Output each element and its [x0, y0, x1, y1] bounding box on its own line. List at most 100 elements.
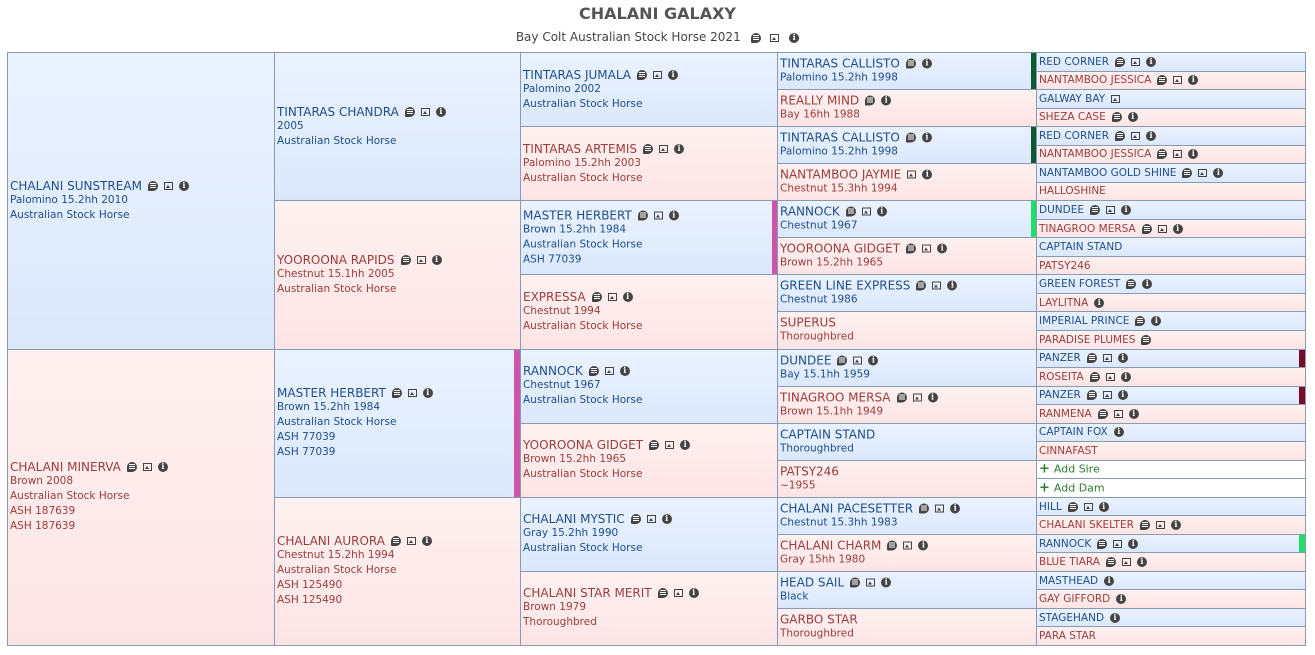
pedigree-cell-gen4[interactable]: CAPTAIN STAND Thoroughbred — [777, 422, 1037, 461]
info-icon[interactable] — [921, 132, 932, 143]
pedigree-cell-gen4[interactable]: GREEN LINE EXPRESSChestnut 1986 — [777, 274, 1037, 313]
pedigree-cell-gen3[interactable]: RANNOCKChestnut 1967 Australian Stock Hor… — [520, 348, 778, 424]
photo-icon[interactable] — [932, 281, 942, 290]
horse-name-link[interactable]: GREEN LINE EXPRESS — [780, 279, 1034, 293]
horse-name-link[interactable]: STAGEHAND — [1039, 612, 1303, 624]
info-icon[interactable] — [1146, 56, 1157, 67]
comment-icon[interactable] — [1139, 520, 1150, 531]
comment-icon[interactable] — [126, 462, 137, 473]
info-icon[interactable] — [950, 502, 961, 514]
pedigree-cell-gen5[interactable]: NANTAMBOO JESSICA — [1036, 144, 1306, 165]
horse-name-link[interactable]: SUPERUS — [780, 316, 1034, 330]
photo-icon[interactable] — [142, 463, 152, 472]
comment-icon[interactable] — [1105, 557, 1116, 568]
horse-name[interactable]: TINTARAS CALLISTO — [780, 130, 900, 145]
horse-name[interactable]: HEAD SAIL — [780, 575, 845, 590]
horse-name[interactable]: HALLOSHINE — [1039, 185, 1106, 198]
horse-name-link[interactable]: CAPTAIN FOX — [1039, 426, 1303, 438]
pedigree-cell-gen5[interactable]: RED CORNER — [1036, 126, 1306, 146]
comment-icon[interactable] — [591, 291, 602, 302]
horse-name[interactable]: MASTER HERBERT — [523, 208, 632, 223]
photo-icon[interactable] — [420, 107, 430, 116]
horse-name[interactable]: PARA STAR — [1039, 630, 1096, 643]
photo-icon[interactable] — [912, 393, 922, 402]
horse-name-link[interactable]: HEAD SAIL — [780, 575, 1034, 589]
info-icon[interactable] — [674, 143, 685, 154]
pedigree-cell-gen2[interactable]: YOOROONA RAPIDSChestnut 15.1hh 2005 Austr… — [274, 200, 521, 350]
comment-icon[interactable] — [916, 280, 927, 291]
horse-name[interactable]: NANTAMBOO JESSICA — [1039, 148, 1152, 161]
photo-icon[interactable] — [406, 537, 416, 546]
horse-name[interactable]: RANNOCK — [780, 204, 840, 219]
pedigree-cell-gen4[interactable]: TINTARAS CALLISTOPalomino 15.2hh 1998 — [777, 52, 1037, 91]
horse-name-link[interactable]: RANNOCK — [780, 205, 1034, 219]
horse-name[interactable]: CHALANI STAR MERIT — [523, 586, 652, 601]
pedigree-cell-gen5[interactable]: RANMENA — [1036, 404, 1306, 424]
horse-name[interactable]: TINTARAS JUMALA — [523, 67, 631, 82]
info-icon[interactable] — [1098, 501, 1109, 512]
comment-icon[interactable] — [657, 588, 668, 599]
comment-icon[interactable] — [1089, 371, 1100, 382]
pedigree-cell-gen2[interactable]: CHALANI AURORAChestnut 15.2hh 1994 Austra… — [274, 496, 521, 646]
info-icon[interactable] — [435, 106, 446, 117]
horse-name-link[interactable]: MASTHEAD — [1039, 575, 1303, 587]
horse-name[interactable]: CHALANI MINERVA — [10, 460, 121, 475]
pedigree-cell-gen4[interactable]: RANNOCKChestnut 1967 — [777, 200, 1037, 239]
horse-name-link[interactable]: CHALANI SUNSTREAM — [10, 179, 272, 193]
photo-icon[interactable] — [922, 244, 932, 253]
horse-name[interactable]: EXPRESSA — [523, 289, 586, 304]
comment-icon[interactable] — [850, 577, 861, 588]
pedigree-cell-gen5[interactable]: PARADISE PLUMES — [1036, 329, 1306, 350]
horse-name[interactable]: DUNDEE — [780, 353, 832, 368]
horse-name-link[interactable]: TINAGROO MERSA — [1039, 223, 1303, 235]
info-icon[interactable] — [431, 254, 442, 265]
photo-icon[interactable] — [1102, 391, 1112, 400]
photo-icon[interactable] — [646, 515, 656, 524]
photo-icon[interactable] — [665, 441, 675, 450]
horse-name[interactable]: STAGEHAND — [1039, 611, 1105, 624]
pedigree-cell-gen4[interactable]: PATSY246 ~1955 — [777, 459, 1037, 498]
info-icon[interactable] — [1213, 167, 1224, 178]
comment-icon[interactable] — [887, 540, 898, 551]
horse-name[interactable]: CHALANI PACESETTER — [780, 501, 914, 516]
horse-name-link[interactable]: HALLOSHINE — [1039, 185, 1303, 197]
horse-name[interactable]: CHALANI SKELTER — [1039, 519, 1134, 532]
info-icon[interactable] — [937, 243, 948, 254]
horse-name[interactable]: RANMENA — [1039, 407, 1092, 420]
horse-name[interactable]: NANTAMBOO JAYMIE — [780, 167, 902, 182]
photo-icon[interactable] — [1173, 150, 1183, 159]
horse-name-link[interactable]: YOOROONA RAPIDS — [277, 253, 518, 267]
horse-name-link[interactable]: NANTAMBOO JESSICA — [1039, 148, 1303, 160]
pedigree-cell-gen5[interactable]: GREEN FOREST — [1036, 274, 1306, 294]
info-icon[interactable] — [1127, 111, 1138, 123]
photo-icon[interactable] — [653, 70, 662, 79]
info-icon[interactable] — [1110, 612, 1121, 623]
horse-name[interactable]: TINTARAS ARTEMIS — [523, 141, 638, 156]
comment-icon[interactable] — [1086, 353, 1097, 364]
info-icon[interactable] — [1117, 389, 1128, 401]
horse-name-link[interactable]: NANTAMBOO JAYMIE — [780, 168, 1034, 182]
info-icon[interactable] — [789, 32, 800, 43]
info-icon[interactable] — [1113, 426, 1124, 438]
horse-name[interactable]: BLUE TIARA — [1039, 556, 1100, 569]
info-icon[interactable] — [1188, 148, 1199, 160]
pedigree-cell-gen3[interactable]: YOOROONA GIDGETBrown 15.2hh 1965 Australi… — [520, 422, 778, 498]
comment-icon[interactable] — [837, 355, 848, 366]
pedigree-cell-gen5[interactable]: IMPERIAL PRINCE — [1036, 311, 1306, 331]
horse-name[interactable]: CHALANI SUNSTREAM — [10, 178, 142, 193]
comment-icon[interactable] — [905, 132, 916, 143]
pedigree-cell-gen4[interactable]: TINTARAS CALLISTOPalomino 15.2hh 1998 — [777, 126, 1037, 165]
photo-icon[interactable] — [653, 211, 663, 220]
info-icon[interactable] — [1120, 371, 1131, 382]
horse-name[interactable]: GREEN FOREST — [1039, 278, 1121, 291]
comment-icon[interactable] — [637, 69, 647, 80]
horse-name[interactable]: CHALANI MYSTIC — [523, 512, 625, 527]
horse-name-link[interactable]: CHALANI CHARM — [780, 538, 1034, 552]
comment-icon[interactable] — [1089, 205, 1100, 216]
info-icon[interactable] — [1188, 74, 1199, 86]
pedigree-cell-gen3[interactable]: CHALANI MYSTICGray 15.2hh 1990 Australian… — [520, 496, 778, 572]
pedigree-cell-gen4[interactable]: SUPERUS Thoroughbred — [777, 311, 1037, 350]
horse-name-link[interactable]: YOOROONA GIDGET — [523, 438, 775, 452]
photo-icon[interactable] — [866, 578, 876, 587]
photo-icon[interactable] — [1113, 409, 1123, 418]
